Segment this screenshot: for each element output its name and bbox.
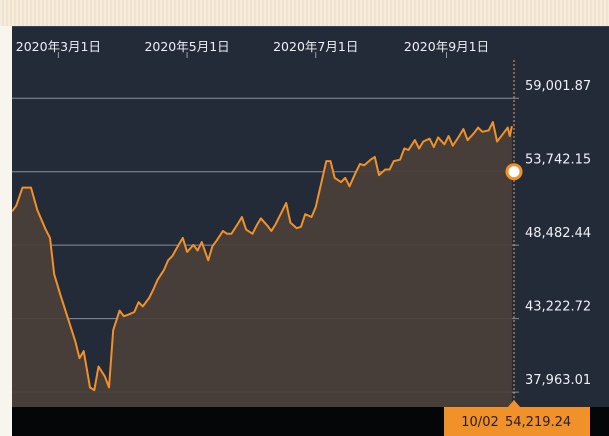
price-line — [12, 121, 513, 392]
top-strip — [0, 0, 609, 26]
bottom-bar: 10/02 54,219.24 — [12, 400, 609, 436]
readout-value: 54,219.24 — [505, 415, 571, 430]
readout-date: 10/02 — [461, 415, 498, 430]
series-line — [12, 121, 513, 392]
x-tick-label: 2020年5月1日 — [144, 39, 229, 54]
x-tick-label: 2020年9月1日 — [404, 39, 489, 54]
y-tick-label: 43,222.72 — [525, 300, 591, 315]
chart-panel: 2020年3月1日 2020年5月1日 2020年7月1日 2020年9月1日 59,… — [12, 26, 609, 436]
readout-box — [444, 407, 590, 436]
x-tick-label: 2020年3月1日 — [16, 39, 101, 54]
series-area — [12, 122, 512, 407]
x-axis-labels: 2020年3月1日 2020年5月1日 2020年7月1日 2020年9月1日 — [16, 39, 489, 54]
y-tick-label: 53,742.15 — [525, 153, 591, 168]
last-point-dot[interactable] — [505, 163, 523, 181]
x-tick-label: 2020年7月1日 — [273, 39, 358, 54]
x-tick-marks — [57, 52, 448, 58]
last-point-marker[interactable] — [505, 163, 523, 181]
y-tick-label: 48,482.44 — [525, 226, 591, 241]
y-tick-label: 59,001.87 — [525, 79, 591, 94]
price-chart[interactable]: 2020年3月1日 2020年5月1日 2020年7月1日 2020年9月1日 59,… — [12, 26, 609, 436]
area-fill — [12, 122, 512, 407]
cursor-caret — [507, 400, 521, 408]
y-tick-label: 37,963.01 — [525, 373, 591, 388]
y-axis-labels: 59,001.87 53,742.15 48,482.44 43,222.72 37,9… — [525, 79, 591, 388]
